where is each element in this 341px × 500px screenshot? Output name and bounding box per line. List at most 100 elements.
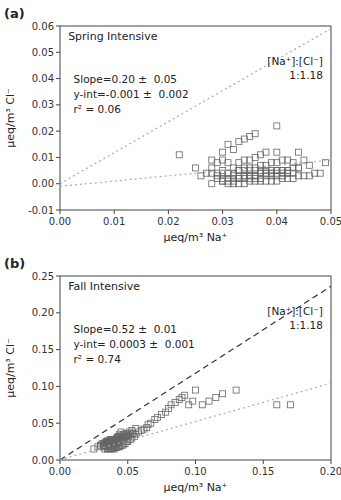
point	[176, 152, 182, 158]
page: {"chart_data": [ {"type": "scatter", "ti…	[0, 0, 341, 500]
point	[186, 402, 192, 408]
x-tick-label: 0.03	[211, 216, 233, 227]
y-tick-label: 0.06	[32, 21, 54, 32]
point	[317, 170, 323, 176]
y-tick	[56, 423, 60, 424]
ratio-label-line: 1:1.18	[289, 319, 323, 331]
ratio-label: [Na⁺]:[Cl⁻] 1:1.18	[267, 305, 323, 331]
point	[287, 402, 293, 408]
y-tick-label: 0.04	[32, 73, 54, 84]
y-tick-label: 0.20	[32, 307, 54, 318]
y-tick-label: 0.00	[32, 178, 54, 189]
y-tick	[56, 386, 60, 387]
point	[190, 398, 196, 404]
y-tick	[56, 460, 60, 461]
panel-label: (b)	[4, 256, 25, 271]
y-tick-label: 0.25	[32, 271, 54, 282]
line	[60, 160, 331, 186]
y-tick	[56, 276, 60, 277]
y-tick-label: 0.05	[32, 47, 54, 58]
stats-text: Slope=0.52 ± 0.01	[74, 323, 178, 335]
y-tick-label: 0.05	[32, 418, 54, 429]
point	[306, 162, 312, 168]
line	[60, 286, 331, 460]
point	[193, 165, 199, 171]
stats-text: r² = 0.06	[74, 103, 122, 115]
panel: 0.000.010.020.030.040.05-0.010.000.010.0…	[4, 6, 341, 244]
y-tick	[56, 157, 60, 158]
y-tick	[56, 210, 60, 211]
plot-frame	[60, 276, 331, 460]
y-tick	[56, 26, 60, 27]
point	[295, 149, 301, 155]
point	[263, 149, 269, 155]
panel-label: (a)	[4, 6, 25, 21]
point	[274, 149, 280, 155]
plot-area	[60, 29, 331, 187]
x-tick-label: 0.15	[252, 466, 274, 477]
x-tick-label: 0.05	[117, 466, 139, 477]
stats-text: y-int=-0.001 ± 0.002	[74, 88, 189, 100]
point	[168, 402, 174, 408]
y-tick	[56, 131, 60, 132]
point	[199, 402, 205, 408]
x-tick-label: 0.00	[49, 216, 71, 227]
x-tick	[195, 460, 196, 464]
x-tick	[114, 210, 115, 214]
point	[213, 394, 219, 400]
line	[60, 383, 331, 460]
x-tick	[222, 210, 223, 214]
point	[252, 131, 258, 137]
y-tick	[56, 312, 60, 313]
point	[193, 387, 199, 393]
x-tick	[276, 210, 277, 214]
y-tick	[56, 183, 60, 184]
y-tick-label: 0.00	[32, 455, 54, 466]
x-tick-label: 0.01	[103, 216, 125, 227]
point	[290, 170, 296, 176]
x-tick	[60, 460, 61, 464]
ratio-label: [Na⁺]:[Cl⁻]1:1.18	[267, 55, 323, 81]
y-tick	[56, 349, 60, 350]
stats-text: y-int= 0.0003 ± 0.001	[74, 338, 195, 350]
x-tick-label: 0.05	[320, 216, 341, 227]
y-tick-label: 0.01	[32, 152, 54, 163]
x-tick-label: 0.10	[184, 466, 206, 477]
ratio-label-line: 1:1.18	[289, 69, 323, 81]
title: Spring Intensive	[68, 30, 158, 43]
y-tick-label: 0.15	[32, 344, 54, 355]
x-tick-label: 0.20	[320, 466, 341, 477]
y-tick-label: -0.01	[28, 205, 54, 216]
y-tick-label: 0.02	[32, 126, 54, 137]
y-tick-label: 0.10	[32, 381, 54, 392]
x-tick	[331, 210, 332, 214]
x-tick-label: 0.02	[157, 216, 179, 227]
point	[206, 398, 212, 404]
y-tick-label: 0.03	[32, 99, 54, 110]
point	[274, 402, 280, 408]
line	[60, 29, 331, 184]
title: Fall Intensive	[68, 280, 140, 293]
ratio-label-line: [Na⁺]:[Cl⁻]	[267, 305, 323, 317]
x-tick	[60, 210, 61, 214]
point	[130, 431, 136, 437]
y-tick	[56, 52, 60, 53]
y-axis-label: μeq/m³ Cl⁻	[4, 88, 17, 148]
x-tick-label: 0.04	[266, 216, 288, 227]
plot-frame	[60, 26, 331, 210]
x-axis-label: μeq/m³ Na⁺	[164, 481, 228, 494]
point	[220, 391, 226, 397]
point	[274, 123, 280, 129]
y-tick	[56, 78, 60, 79]
x-tick	[331, 460, 332, 464]
x-axis-label: μeq/m³ Na⁺	[164, 231, 228, 244]
x-tick-label: 0.00	[49, 466, 71, 477]
point	[230, 147, 236, 153]
point	[159, 411, 165, 417]
x-tick	[263, 460, 264, 464]
chart: 0.000.010.020.030.040.05-0.010.000.010.0…	[0, 0, 341, 500]
point	[233, 387, 239, 393]
stats-text: r² = 0.74	[74, 353, 122, 365]
panel: 0.00 0.05 0.10 0.15 0.20 0.00 0.05 0.10 0.15 0.20…	[4, 256, 341, 494]
point	[148, 420, 154, 426]
